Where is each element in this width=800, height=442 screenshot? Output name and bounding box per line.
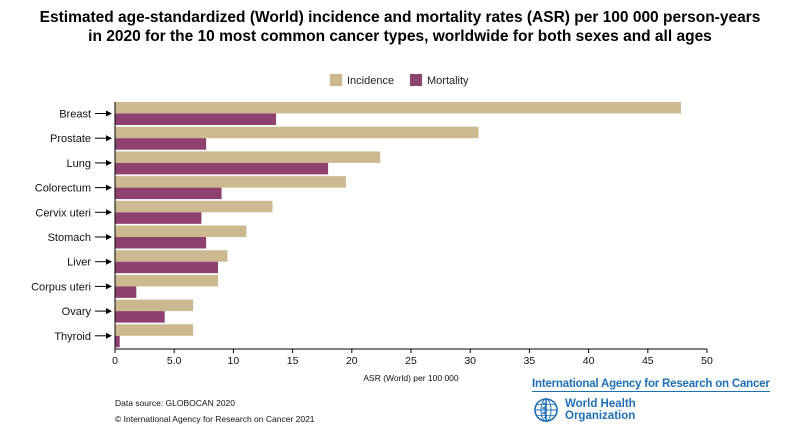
x-tick-label-10: 10 <box>228 355 240 367</box>
bar-incidence-corpus-uteri <box>115 274 219 287</box>
category-arrowhead-thyroid <box>106 332 112 339</box>
legend-swatch-mortality <box>410 74 422 86</box>
chart-title-line-2: in 2020 for the 10 most common cancer ty… <box>88 28 712 45</box>
bar-incidence-stomach <box>115 225 247 237</box>
category-label-colorectum: Colorectum <box>35 183 91 195</box>
who-name: World Health Organization <box>565 398 636 422</box>
category-label-thyroid: Thyroid <box>54 331 91 343</box>
who-logo: World Health Organization <box>532 396 636 424</box>
who-name-line-2: Organization <box>565 410 636 422</box>
x-tick-label-15: 15 <box>287 355 299 367</box>
bar-incidence-cervix-uteri <box>115 200 273 213</box>
x-axis-label: ASR (World) per 100 000 <box>363 373 459 383</box>
bar-mortality-corpus-uteri <box>115 286 137 298</box>
category-label-breast: Breast <box>59 109 91 121</box>
bar-incidence-colorectum <box>115 176 346 188</box>
legend: Incidence Mortality <box>330 74 469 87</box>
bar-mortality-ovary <box>115 311 165 323</box>
category-arrowhead-liver <box>106 258 112 265</box>
who-emblem-icon <box>534 398 558 422</box>
data-source-text: Data source: GLOBOCAN 2020 <box>115 398 236 408</box>
category-label-prostate: Prostate <box>50 133 91 145</box>
category-label-liver: Liver <box>67 257 91 269</box>
x-tick-label-45: 45 <box>642 355 654 367</box>
category-arrowhead-cervix-uteri <box>106 209 112 216</box>
category-label-corpus-uteri: Corpus uteri <box>31 281 91 293</box>
legend-label-mortality: Mortality <box>427 75 469 87</box>
bar-incidence-prostate <box>115 126 479 139</box>
category-label-ovary: Ovary <box>62 306 92 318</box>
bar-mortality-colorectum <box>115 187 222 200</box>
category-arrowhead-corpus-uteri <box>106 283 112 290</box>
x-tick-label-20: 20 <box>346 355 358 367</box>
copyright-text: © International Agency for Research on C… <box>115 414 315 424</box>
bar-incidence-lung <box>115 151 381 163</box>
x-tick-label-5: 5.0 <box>167 355 182 367</box>
bar-incidence-ovary <box>115 299 194 312</box>
legend-label-incidence: Incidence <box>347 75 394 87</box>
category-label-stomach: Stomach <box>48 232 91 244</box>
chart-title: Estimated age-standardized (World) incid… <box>0 8 800 46</box>
chart-title-line-1: Estimated age-standardized (World) incid… <box>39 9 761 26</box>
bar-mortality-cervix-uteri <box>115 212 202 224</box>
x-tick-label-25: 25 <box>405 355 417 367</box>
iarc-logo-text: International Agency for Research on Can… <box>532 378 770 392</box>
legend-swatch-incidence <box>330 74 342 86</box>
bars-group <box>115 102 681 348</box>
who-name-line-1: World Health <box>565 398 636 410</box>
category-labels: Breast Prostate Lung Colorectum Cervix uteri… <box>31 109 112 343</box>
bar-mortality-thyroid <box>115 335 120 348</box>
x-tick-label-35: 35 <box>524 355 536 367</box>
x-axis: 0 5.0 10 15 20 25 30 35 40 45 50 ASR (World) per 10… <box>112 102 713 383</box>
category-arrowhead-colorectum <box>106 184 112 191</box>
category-arrowhead-ovary <box>106 308 112 315</box>
x-tick-label-40: 40 <box>583 355 595 367</box>
x-tick-label-0: 0 <box>112 355 118 367</box>
category-arrowhead-stomach <box>106 234 112 240</box>
x-tick-label-50: 50 <box>701 355 713 367</box>
bar-mortality-stomach <box>115 237 207 249</box>
bar-mortality-breast <box>115 113 277 125</box>
bar-incidence-breast <box>115 102 681 114</box>
x-tick-label-30: 30 <box>464 355 476 367</box>
bar-incidence-liver <box>115 250 228 262</box>
category-label-lung: Lung <box>67 158 91 170</box>
category-arrowhead-prostate <box>106 135 112 142</box>
bar-mortality-lung <box>115 162 329 175</box>
bar-mortality-prostate <box>115 138 207 150</box>
bar-mortality-liver <box>115 261 219 274</box>
category-arrowhead-breast <box>106 110 112 117</box>
category-label-cervix-uteri: Cervix uteri <box>35 207 91 219</box>
bar-incidence-thyroid <box>115 324 194 336</box>
category-arrowhead-lung <box>106 159 112 166</box>
